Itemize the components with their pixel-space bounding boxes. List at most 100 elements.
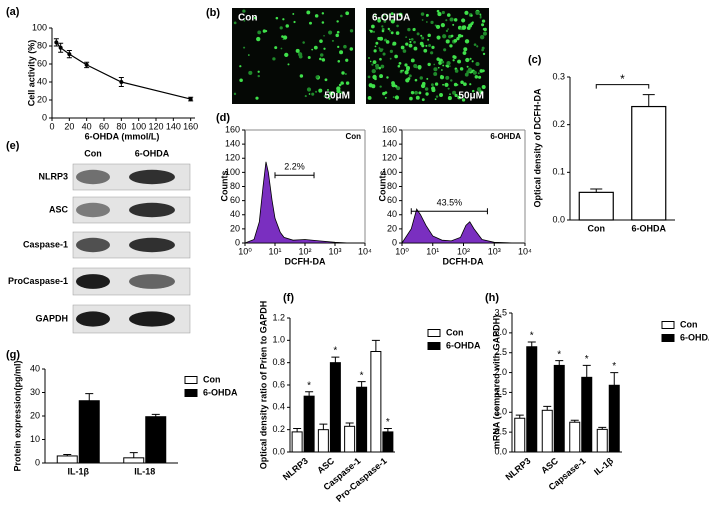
y-tick-label: 0	[42, 112, 47, 122]
gate	[274, 172, 315, 179]
error-bar	[319, 423, 328, 430]
y-tick-label: 80	[387, 181, 397, 191]
cell-dot	[311, 48, 314, 51]
y-tick-label: 120	[225, 153, 240, 163]
bar	[596, 428, 608, 453]
error-bar	[151, 413, 160, 417]
cell-dot	[461, 98, 466, 102]
blot-column: Con	[84, 148, 102, 158]
cell-dot	[466, 26, 471, 30]
cell-dot	[293, 20, 296, 24]
cell-dot	[256, 36, 261, 42]
bar	[291, 431, 303, 453]
cell-dot	[445, 19, 448, 22]
cell-dot	[461, 25, 467, 30]
image-label: Con	[238, 13, 257, 24]
cell-dot	[405, 36, 408, 38]
legend-label: 6-OHDA	[203, 387, 238, 397]
cell-dot	[337, 45, 340, 48]
cell-dot	[482, 28, 486, 31]
cell-dot	[392, 96, 395, 99]
cell-dot	[470, 14, 473, 17]
cell-dot	[460, 80, 464, 85]
x-tick-label: 10¹	[268, 246, 281, 256]
significance: *	[557, 349, 561, 360]
cell-dot	[476, 87, 482, 92]
cell-dot	[442, 34, 447, 39]
x-tick-label: 10²	[457, 246, 470, 256]
cell-dot	[389, 49, 393, 53]
cell-dot	[479, 13, 482, 16]
histogram-area	[244, 161, 350, 244]
x-axis-label: DCFH-DA	[285, 256, 326, 266]
cell-dot	[381, 29, 385, 33]
legend-swatch	[427, 329, 441, 337]
y-tick-label: 0.6	[272, 379, 285, 389]
cell-dot	[397, 64, 401, 68]
cell-dot	[467, 67, 473, 72]
data-point	[54, 40, 59, 45]
error-bar	[582, 364, 591, 378]
cell-dot	[454, 93, 458, 98]
y-tick-label: 60	[37, 58, 47, 68]
cell-dot	[414, 90, 418, 95]
significance: *	[307, 380, 311, 391]
y-tick-label: 100	[382, 167, 397, 177]
scale-label: 50μM	[458, 91, 484, 102]
cell-dot	[454, 69, 459, 73]
cell-dot	[285, 24, 289, 28]
panel-label: (g)	[6, 349, 20, 361]
y-tick-label: 160	[225, 124, 240, 134]
y-tick-label: 0.2	[272, 424, 285, 434]
cell-dot	[398, 62, 402, 65]
cell-dot	[410, 58, 415, 63]
cell-dot	[447, 87, 450, 90]
cell-dot	[328, 30, 333, 35]
bar	[514, 417, 526, 453]
panel-label: (b)	[206, 7, 220, 19]
cell-dot	[452, 55, 456, 59]
data-point	[67, 52, 72, 57]
blot-band	[76, 169, 110, 185]
cell-dot	[475, 10, 480, 15]
y-tick-label: 20	[30, 410, 40, 420]
x-tick-label: 10⁰	[238, 246, 252, 256]
x-tick-label: 80	[116, 121, 126, 131]
y-tick-label: 1.0	[272, 335, 285, 345]
blot-row-label: ProCaspase-1	[8, 276, 68, 286]
cell-dot	[479, 34, 485, 40]
x-tick-label: 10⁴	[518, 246, 532, 256]
x-tick-label: ASC	[539, 455, 560, 475]
error-bar	[598, 426, 607, 430]
cell-dot	[369, 60, 372, 63]
bar	[317, 429, 329, 453]
cell-dot	[446, 13, 451, 17]
cell-dot	[345, 11, 350, 16]
cell-dot	[385, 40, 390, 44]
cell-dot	[311, 92, 315, 96]
y-tick-label: 100	[32, 22, 47, 32]
cell-dot	[404, 70, 409, 75]
cell-dot	[372, 74, 377, 80]
y-tick-label: 0.4	[272, 402, 285, 412]
cell-dot	[377, 36, 381, 41]
bar	[382, 431, 394, 453]
legend-label: Con	[446, 327, 464, 337]
data-point	[188, 97, 193, 102]
y-tick-label: 1.2	[272, 312, 285, 322]
y-tick-label: 100	[225, 167, 240, 177]
cell-dot	[282, 18, 285, 21]
cell-dot	[321, 58, 326, 62]
cell-dot	[349, 29, 354, 33]
blot-band	[129, 274, 175, 289]
cell-dot	[481, 69, 485, 73]
cell-dot	[425, 44, 428, 47]
cell-dot	[282, 38, 285, 41]
cell-dot	[319, 39, 323, 43]
bar	[569, 421, 581, 453]
bar	[123, 457, 145, 464]
cell-dot	[389, 29, 391, 32]
error-bar	[63, 454, 72, 456]
cell-dot	[463, 47, 468, 52]
